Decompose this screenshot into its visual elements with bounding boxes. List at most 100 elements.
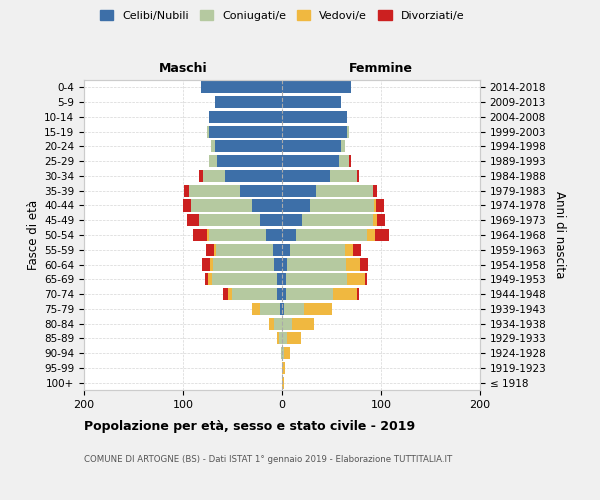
Bar: [349, 155, 352, 167]
Bar: [202, 258, 210, 270]
Bar: [282, 140, 341, 152]
Bar: [282, 96, 341, 108]
Bar: [215, 140, 282, 152]
Bar: [260, 303, 280, 315]
Bar: [346, 244, 353, 256]
Bar: [214, 244, 215, 256]
Bar: [282, 244, 290, 256]
Bar: [292, 318, 314, 330]
Text: Maschi: Maschi: [158, 62, 208, 75]
Bar: [201, 82, 282, 94]
Bar: [217, 155, 282, 167]
Bar: [282, 170, 329, 182]
Bar: [266, 229, 282, 241]
Bar: [203, 170, 224, 182]
Bar: [282, 362, 285, 374]
Bar: [296, 229, 367, 241]
Bar: [373, 184, 377, 197]
Bar: [377, 214, 385, 226]
Bar: [282, 376, 284, 388]
Bar: [280, 303, 282, 315]
Bar: [286, 288, 334, 300]
Bar: [304, 303, 331, 315]
Bar: [187, 214, 199, 226]
Bar: [282, 258, 287, 270]
Bar: [210, 258, 212, 270]
Bar: [215, 244, 273, 256]
Bar: [287, 332, 301, 344]
Bar: [282, 82, 352, 94]
Bar: [353, 244, 361, 256]
Bar: [232, 288, 277, 300]
Bar: [341, 140, 346, 152]
Bar: [282, 184, 316, 197]
Bar: [281, 347, 282, 359]
Bar: [227, 288, 232, 300]
Bar: [365, 273, 367, 285]
Bar: [282, 111, 347, 123]
Text: COMUNE DI ARTOGNE (BS) - Dati ISTAT 1° gennaio 2019 - Elaborazione TUTTITALIA.IT: COMUNE DI ARTOGNE (BS) - Dati ISTAT 1° g…: [84, 455, 452, 464]
Bar: [207, 229, 209, 241]
Bar: [273, 244, 282, 256]
Bar: [346, 258, 360, 270]
Bar: [376, 200, 384, 211]
Bar: [277, 273, 282, 285]
Bar: [205, 273, 208, 285]
Bar: [282, 229, 296, 241]
Legend: Celibi/Nubili, Coniugati/e, Vedovi/e, Divorziati/e: Celibi/Nubili, Coniugati/e, Vedovi/e, Di…: [95, 6, 469, 25]
Bar: [367, 229, 375, 241]
Bar: [282, 303, 284, 315]
Bar: [191, 200, 253, 211]
Bar: [253, 303, 260, 315]
Bar: [357, 170, 359, 182]
Bar: [277, 288, 282, 300]
Bar: [334, 288, 357, 300]
Bar: [269, 318, 274, 330]
Bar: [212, 273, 277, 285]
Bar: [375, 229, 389, 241]
Bar: [282, 126, 347, 138]
Bar: [360, 258, 368, 270]
Text: Femmine: Femmine: [349, 62, 413, 75]
Bar: [260, 214, 282, 226]
Bar: [211, 140, 215, 152]
Bar: [290, 244, 346, 256]
Bar: [374, 200, 376, 211]
Bar: [277, 332, 279, 344]
Text: Popolazione per età, sesso e stato civile - 2019: Popolazione per età, sesso e stato civil…: [84, 420, 415, 433]
Bar: [224, 170, 282, 182]
Bar: [310, 200, 374, 211]
Bar: [282, 214, 302, 226]
Bar: [184, 184, 189, 197]
Bar: [253, 200, 282, 211]
Bar: [282, 155, 340, 167]
Bar: [347, 273, 365, 285]
Bar: [212, 258, 274, 270]
Bar: [206, 244, 214, 256]
Bar: [183, 200, 191, 211]
Bar: [282, 318, 292, 330]
Bar: [284, 303, 304, 315]
Bar: [274, 258, 282, 270]
Bar: [287, 258, 346, 270]
Bar: [215, 96, 282, 108]
Bar: [329, 170, 357, 182]
Y-axis label: Anni di nascita: Anni di nascita: [553, 192, 566, 278]
Bar: [340, 155, 349, 167]
Bar: [274, 318, 282, 330]
Bar: [316, 184, 373, 197]
Bar: [223, 288, 227, 300]
Bar: [209, 111, 282, 123]
Y-axis label: Fasce di età: Fasce di età: [27, 200, 40, 270]
Bar: [302, 214, 373, 226]
Bar: [189, 184, 241, 197]
Bar: [357, 288, 359, 300]
Bar: [282, 332, 287, 344]
Bar: [282, 273, 286, 285]
Bar: [282, 288, 286, 300]
Bar: [241, 184, 282, 197]
Bar: [284, 347, 290, 359]
Bar: [209, 229, 266, 241]
Bar: [282, 347, 284, 359]
Bar: [208, 273, 212, 285]
